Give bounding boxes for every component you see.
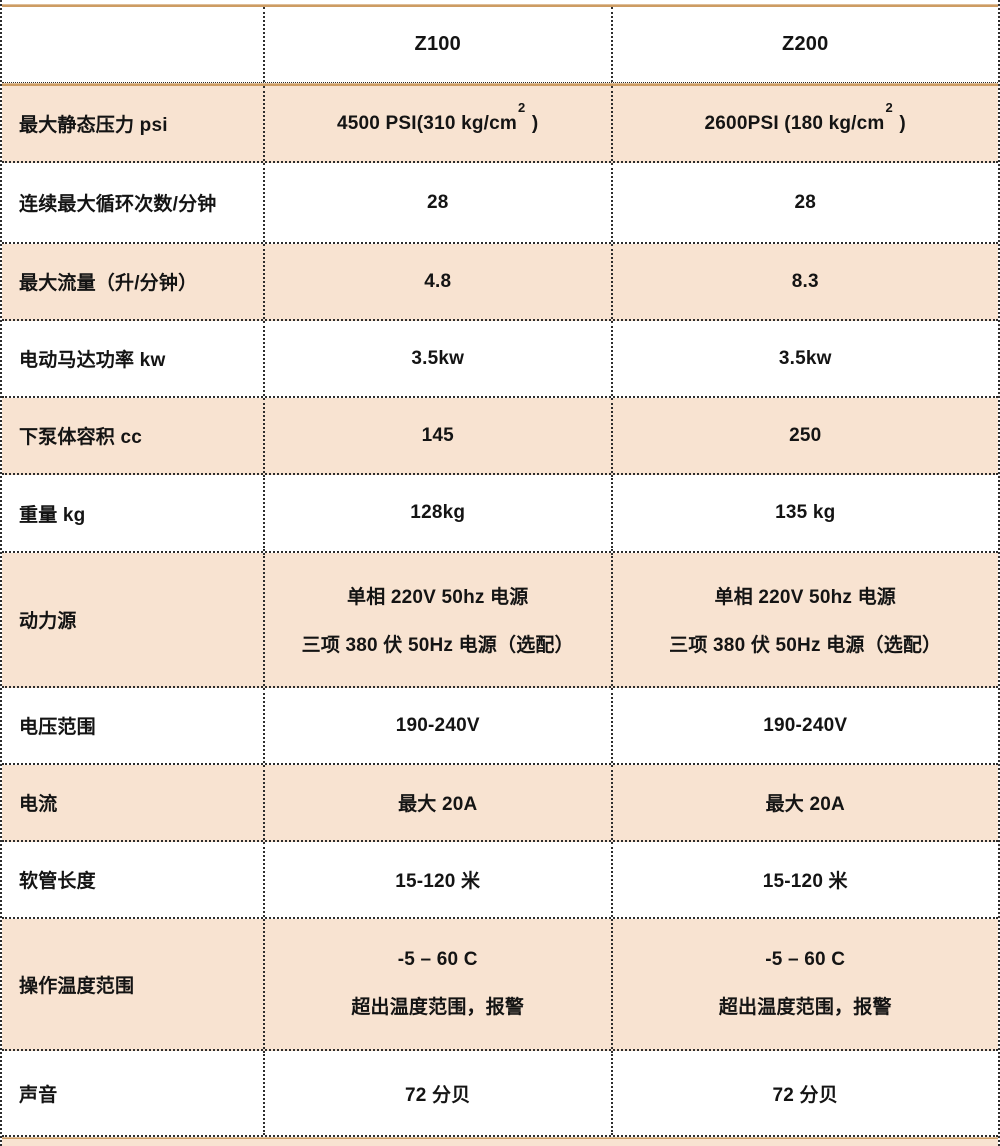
spec-row-operating-temperature: 操作温度范围 -5 – 60 C 超出温度范围，报警 -5 – 60 C 超出温… [2,919,998,1051]
value-line-1: -5 – 60 C [397,948,478,970]
bottom-strip [2,1139,998,1146]
z100-value: 15-120 米 [265,842,613,917]
z200-value: 最大 20A [765,794,845,815]
superscript: 2 [885,100,893,116]
spec-row-power-source: 动力源 单相 220V 50hz 电源 三项 380 伏 50Hz 电源（选配）… [2,553,998,688]
z200-value: 2600PSI (180 kg/cm2 ) [613,86,998,161]
column-title-z100: Z100 [414,33,461,55]
row-label: 重量 kg [2,475,265,551]
z100-value: 145 [265,398,613,473]
value-line-1: 单相 220V 50hz 电源 [347,587,529,608]
spec-row-hose-length: 软管长度 15-120 米 15-120 米 [2,842,998,919]
spec-row-current: 电流 最大 20A 最大 20A [2,765,998,842]
row-label: 软管长度 [2,842,265,917]
header-cell-z100: Z100 [265,7,613,82]
z100-value: 128kg [265,475,613,551]
row-label: 声音 [2,1051,265,1135]
z200-value: 单相 220V 50hz 电源 三项 380 伏 50Hz 电源（选配） [613,553,998,686]
superscript: 2 [518,100,526,116]
spec-row-max-cycles: 连续最大循环次数/分钟 28 28 [2,163,998,244]
row-label: 电压范围 [2,688,265,763]
row-label: 电动马达功率 kw [2,321,265,396]
z100-value: 最大 20A [265,765,613,840]
header-cell-z200: Z200 [613,7,998,82]
z200-value: 3.5kw [778,347,832,369]
spec-row-sound: 声音 72 分贝 72 分贝 [2,1051,998,1137]
z200-value: 250 [789,424,822,446]
spec-row-weight: 重量 kg 128kg 135 kg [2,475,998,553]
value-text: 4500 PSI(310 kg/cm2 ) [337,100,539,134]
z200-value: 28 [794,191,817,213]
row-label: 动力源 [2,553,265,686]
header-spacer-cell [2,7,265,82]
z100-value: 4500 PSI(310 kg/cm2 ) [265,86,613,161]
row-label: 连续最大循环次数/分钟 [2,163,265,242]
row-label: 下泵体容积 cc [2,398,265,473]
z100-value: 28 [265,163,613,242]
value-line-2: 超出温度范围，报警 [718,997,892,1019]
z100-value: -5 – 60 C 超出温度范围，报警 [265,919,613,1049]
value-text: 2600PSI (180 kg/cm2 ) [704,100,906,134]
z100-value: 4.8 [265,244,613,319]
row-label: 最大静态压力 psi [2,86,265,161]
spec-row-pump-volume: 下泵体容积 cc 145 250 [2,398,998,475]
bottom-divider-line [2,1137,998,1139]
spec-row-max-static-pressure: 最大静态压力 psi 4500 PSI(310 kg/cm2 ) 2600PSI… [2,86,998,163]
z200-value: -5 – 60 C 超出温度范围，报警 [613,919,998,1049]
value-line-2: 超出温度范围，报警 [351,997,525,1019]
z200-value: 190-240V [763,714,848,736]
row-label: 电流 [2,765,265,840]
spec-row-voltage-range: 电压范围 190-240V 190-240V [2,688,998,765]
z100-value: 3.5kw [265,321,613,396]
z200-value: 8.3 [791,270,819,292]
z200-value: 72 分贝 [772,1084,838,1106]
value-line-1: -5 – 60 C [765,948,846,970]
row-label: 最大流量（升/分钟） [2,244,265,319]
column-title-z200: Z200 [782,33,829,55]
spec-row-motor-power: 电动马达功率 kw 3.5kw 3.5kw [2,321,998,398]
z100-value: 72 分贝 [265,1051,613,1135]
z100-value: 单相 220V 50hz 电源 三项 380 伏 50Hz 电源（选配） [265,553,613,686]
spec-row-max-flow: 最大流量（升/分钟） 4.8 8.3 [2,244,998,321]
z100-value: 190-240V [265,688,613,763]
value-line-1: 单相 220V 50hz 电源 [714,587,896,608]
table-header-row: Z100 Z200 [2,7,998,83]
z200-value: 15-120 米 [762,871,848,892]
row-label: 操作温度范围 [2,919,265,1049]
header-divider-line [2,83,998,86]
value-line-2: 三项 380 伏 50Hz 电源（选配） [669,635,942,656]
top-divider-line [2,4,998,7]
value-line-2: 三项 380 伏 50Hz 电源（选配） [301,635,574,656]
z200-value: 135 kg [775,502,836,523]
